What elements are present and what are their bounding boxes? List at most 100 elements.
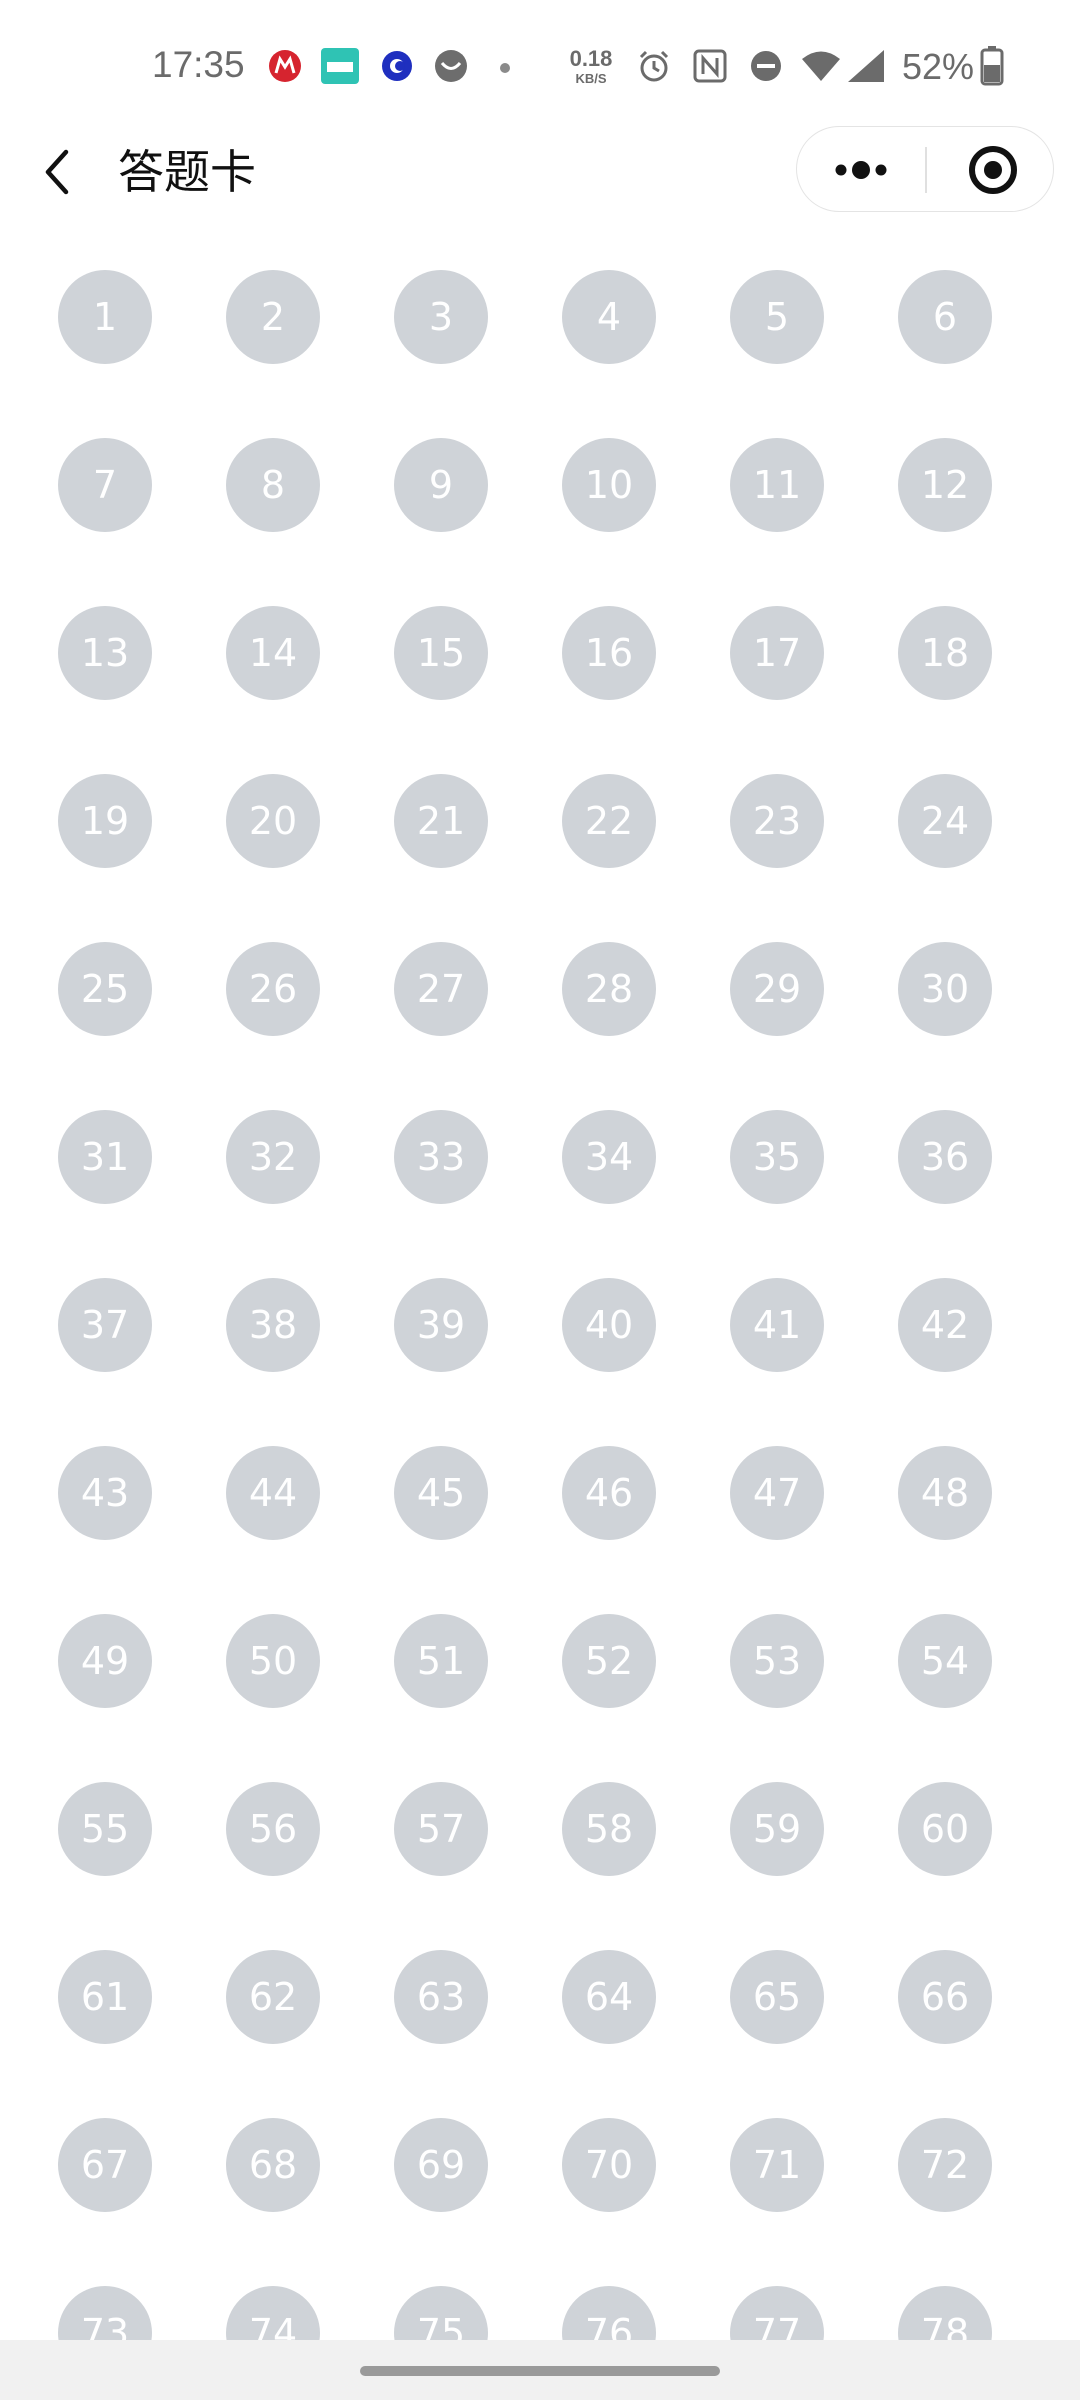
question-number-button[interactable]: 29 <box>730 942 824 1036</box>
question-number-button[interactable]: 50 <box>226 1614 320 1708</box>
question-number-button[interactable]: 20 <box>226 774 320 868</box>
question-number-button[interactable]: 69 <box>394 2118 488 2212</box>
question-number-button[interactable]: 48 <box>898 1446 992 1540</box>
question-number-button[interactable]: 8 <box>226 438 320 532</box>
question-number-button[interactable]: 61 <box>58 1950 152 2044</box>
question-number-button[interactable]: 76 <box>562 2286 656 2340</box>
answer-card-grid-inner: 1 2 3 4 5 6 7 8 9 10 11 12 13 14 15 16 17 18 19 20 21 22 23 24 2… <box>58 270 1018 2340</box>
question-number-button[interactable]: 5 <box>730 270 824 364</box>
question-number-button[interactable]: 66 <box>898 1950 992 2044</box>
question-number-button[interactable]: 71 <box>730 2118 824 2212</box>
question-number-button[interactable]: 11 <box>730 438 824 532</box>
question-number-button[interactable]: 56 <box>226 1782 320 1876</box>
question-number-button[interactable]: 27 <box>394 942 488 1036</box>
question-number-button[interactable]: 55 <box>58 1782 152 1876</box>
network-speed-unit: KB/S <box>575 71 607 86</box>
question-number-button[interactable]: 77 <box>730 2286 824 2340</box>
question-number-button[interactable]: 10 <box>562 438 656 532</box>
nfc-icon <box>693 49 727 83</box>
question-number-button[interactable]: 42 <box>898 1278 992 1372</box>
question-number-button[interactable]: 14 <box>226 606 320 700</box>
question-number-button[interactable]: 33 <box>394 1110 488 1204</box>
question-number-button[interactable]: 43 <box>58 1446 152 1540</box>
question-number-button[interactable]: 40 <box>562 1278 656 1372</box>
question-number-button[interactable]: 3 <box>394 270 488 364</box>
question-number-button[interactable]: 25 <box>58 942 152 1036</box>
question-number-button[interactable]: 63 <box>394 1950 488 2044</box>
question-number-button[interactable]: 30 <box>898 942 992 1036</box>
question-number-button[interactable]: 21 <box>394 774 488 868</box>
question-number-button[interactable]: 54 <box>898 1614 992 1708</box>
network-speed-value: 0.18 <box>569 46 613 71</box>
question-number-button[interactable]: 73 <box>58 2286 152 2340</box>
question-number-button[interactable]: 75 <box>394 2286 488 2340</box>
capsule-divider <box>925 147 927 193</box>
target-circle-icon <box>969 146 1017 194</box>
battery-icon <box>980 46 1004 86</box>
question-number-button[interactable]: 65 <box>730 1950 824 2044</box>
question-number-button[interactable]: 31 <box>58 1110 152 1204</box>
question-number-button[interactable]: 36 <box>898 1110 992 1204</box>
question-number-button[interactable]: 23 <box>730 774 824 868</box>
smiley-app-icon <box>435 50 467 82</box>
question-number-button[interactable]: 13 <box>58 606 152 700</box>
question-number-button[interactable]: 38 <box>226 1278 320 1372</box>
home-indicator[interactable] <box>360 2366 720 2376</box>
question-number-button[interactable]: 28 <box>562 942 656 1036</box>
question-number-button[interactable]: 49 <box>58 1614 152 1708</box>
question-number-button[interactable]: 58 <box>562 1782 656 1876</box>
question-number-button[interactable]: 62 <box>226 1950 320 2044</box>
question-number-button[interactable]: 45 <box>394 1446 488 1540</box>
question-number-button[interactable]: 18 <box>898 606 992 700</box>
question-number-button[interactable]: 2 <box>226 270 320 364</box>
question-number-button[interactable]: 7 <box>58 438 152 532</box>
question-number-button[interactable]: 1 <box>58 270 152 364</box>
question-number-button[interactable]: 41 <box>730 1278 824 1372</box>
question-number-button[interactable]: 70 <box>562 2118 656 2212</box>
close-mini-program-button[interactable] <box>927 127 1055 213</box>
question-number-button[interactable]: 34 <box>562 1110 656 1204</box>
status-time: 17:35 <box>152 44 245 85</box>
question-number-button[interactable]: 19 <box>58 774 152 868</box>
question-number-button[interactable]: 6 <box>898 270 992 364</box>
question-number-button[interactable]: 16 <box>562 606 656 700</box>
question-number-button[interactable]: 44 <box>226 1446 320 1540</box>
question-number-button[interactable]: 47 <box>730 1446 824 1540</box>
gesture-bar <box>0 2340 1080 2400</box>
question-number-button[interactable]: 60 <box>898 1782 992 1876</box>
question-number-button[interactable]: 57 <box>394 1782 488 1876</box>
dnd-icon <box>751 51 781 81</box>
question-number-button[interactable]: 52 <box>562 1614 656 1708</box>
question-number-button[interactable]: 24 <box>898 774 992 868</box>
question-number-button[interactable]: 12 <box>898 438 992 532</box>
more-dots-icon <box>835 161 887 179</box>
question-number-button[interactable]: 46 <box>562 1446 656 1540</box>
blue-circle-app-icon <box>382 51 412 81</box>
question-number-button[interactable]: 32 <box>226 1110 320 1204</box>
question-number-button[interactable]: 51 <box>394 1614 488 1708</box>
question-number-button[interactable]: 15 <box>394 606 488 700</box>
question-number-button[interactable]: 37 <box>58 1278 152 1372</box>
question-number-button[interactable]: 53 <box>730 1614 824 1708</box>
mini-program-capsule <box>796 126 1054 212</box>
question-number-button[interactable]: 72 <box>898 2118 992 2212</box>
back-button[interactable] <box>30 142 90 202</box>
question-number-button[interactable]: 78 <box>898 2286 992 2340</box>
answer-card-grid: 1 2 3 4 5 6 7 8 9 10 11 12 13 14 15 16 17 18 19 20 21 22 23 24 2… <box>0 220 1080 2340</box>
question-number-button[interactable]: 9 <box>394 438 488 532</box>
question-number-button[interactable]: 17 <box>730 606 824 700</box>
more-button[interactable] <box>797 127 925 213</box>
question-number-button[interactable]: 39 <box>394 1278 488 1372</box>
chevron-left-icon <box>45 149 69 195</box>
question-number-button[interactable]: 22 <box>562 774 656 868</box>
question-number-button[interactable]: 4 <box>562 270 656 364</box>
alarm-icon <box>639 50 669 82</box>
question-number-button[interactable]: 59 <box>730 1782 824 1876</box>
question-number-button[interactable]: 74 <box>226 2286 320 2340</box>
question-number-button[interactable]: 67 <box>58 2118 152 2212</box>
question-number-button[interactable]: 26 <box>226 942 320 1036</box>
question-number-button[interactable]: 64 <box>562 1950 656 2044</box>
question-number-button[interactable]: 35 <box>730 1110 824 1204</box>
battery-percent: 52% <box>902 46 975 87</box>
question-number-button[interactable]: 68 <box>226 2118 320 2212</box>
